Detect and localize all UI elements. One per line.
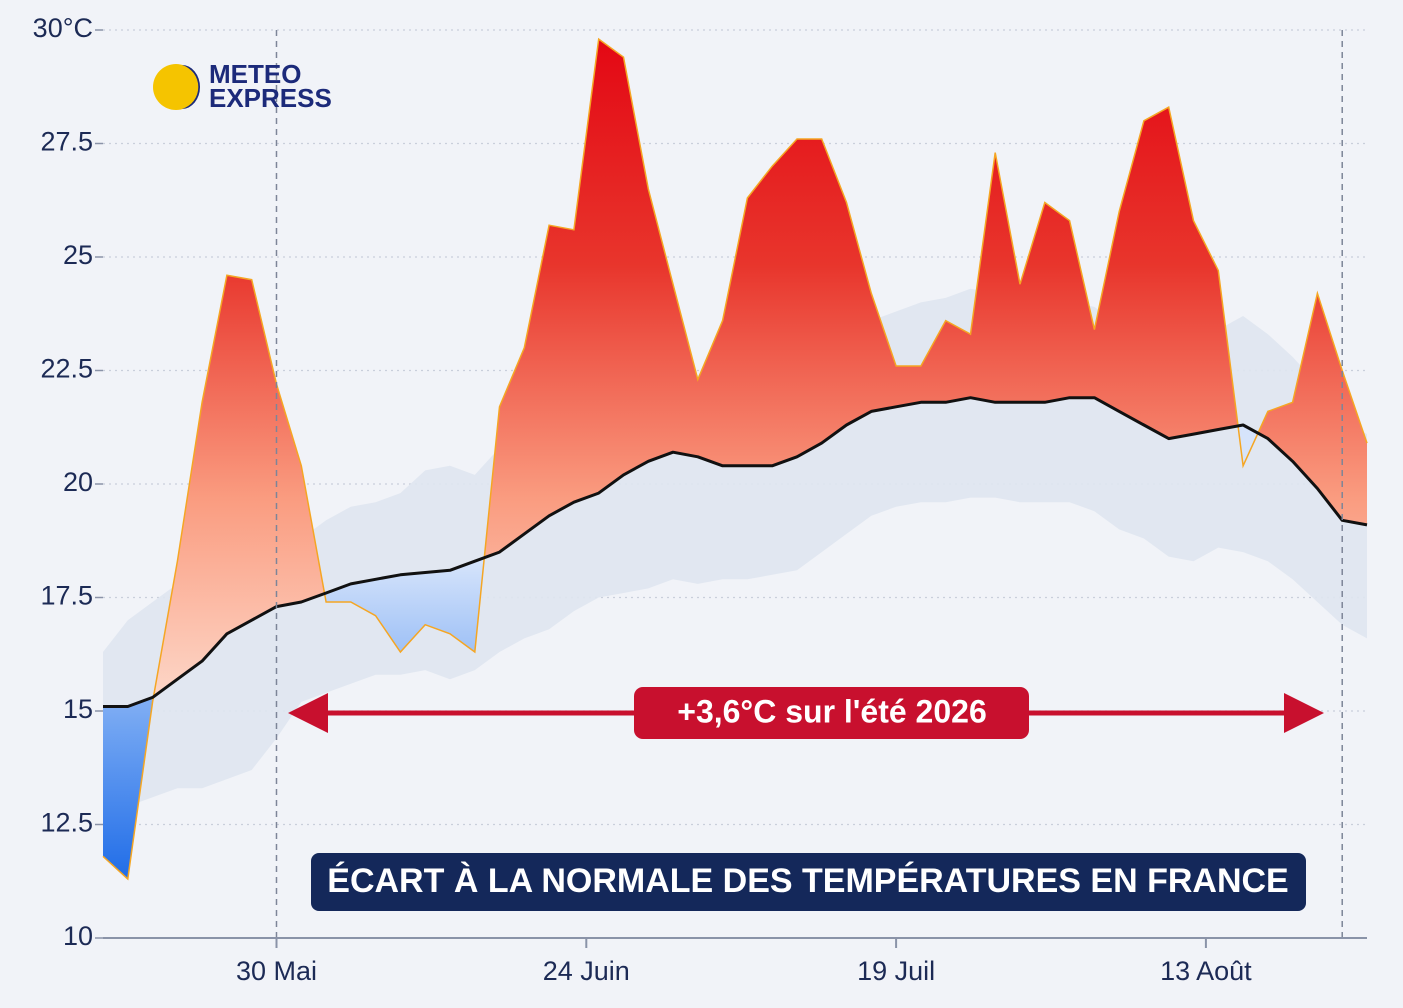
x-tick-label: 24 Juin bbox=[543, 956, 630, 986]
logo-sun bbox=[153, 64, 199, 110]
warm-area bbox=[103, 39, 1367, 707]
arrow-head bbox=[1284, 693, 1324, 733]
y-tick-label: 30°C bbox=[33, 13, 93, 43]
y-tick-label: 22.5 bbox=[40, 354, 93, 384]
arrow-head bbox=[288, 693, 328, 733]
x-tick-label: 30 Mai bbox=[236, 956, 317, 986]
normal-line bbox=[103, 396, 1368, 708]
y-tick-label: 25 bbox=[63, 240, 93, 270]
logo-text: EXPRESS bbox=[209, 83, 332, 113]
logo-moon bbox=[182, 65, 200, 109]
annotation: +3,6°C sur l'été 2026 bbox=[288, 687, 1324, 739]
x-tick-label: 19 Juil bbox=[857, 956, 935, 986]
temperature-line bbox=[102, 37, 1368, 881]
y-tick-label: 15 bbox=[63, 694, 93, 724]
annotation-text: +3,6°C sur l'été 2026 bbox=[677, 693, 986, 729]
y-tick-label: 12.5 bbox=[40, 808, 93, 838]
logo-text: METEO bbox=[209, 59, 301, 89]
y-tick-label: 20 bbox=[63, 467, 93, 497]
title-bg bbox=[311, 853, 1306, 911]
annotation-box bbox=[634, 687, 1029, 739]
title-box: ÉCART À LA NORMALE DES TEMPÉRATURES EN F… bbox=[311, 853, 1306, 911]
chart-title: ÉCART À LA NORMALE DES TEMPÉRATURES EN F… bbox=[327, 862, 1288, 900]
y-tick-label: 10 bbox=[63, 921, 93, 951]
y-tick-label: 27.5 bbox=[40, 127, 93, 157]
band bbox=[103, 288, 1367, 811]
logo: METEO EXPRESS bbox=[153, 59, 332, 113]
x-tick-label: 13 Août bbox=[1160, 956, 1252, 986]
y-tick-label: 17.5 bbox=[40, 581, 93, 611]
